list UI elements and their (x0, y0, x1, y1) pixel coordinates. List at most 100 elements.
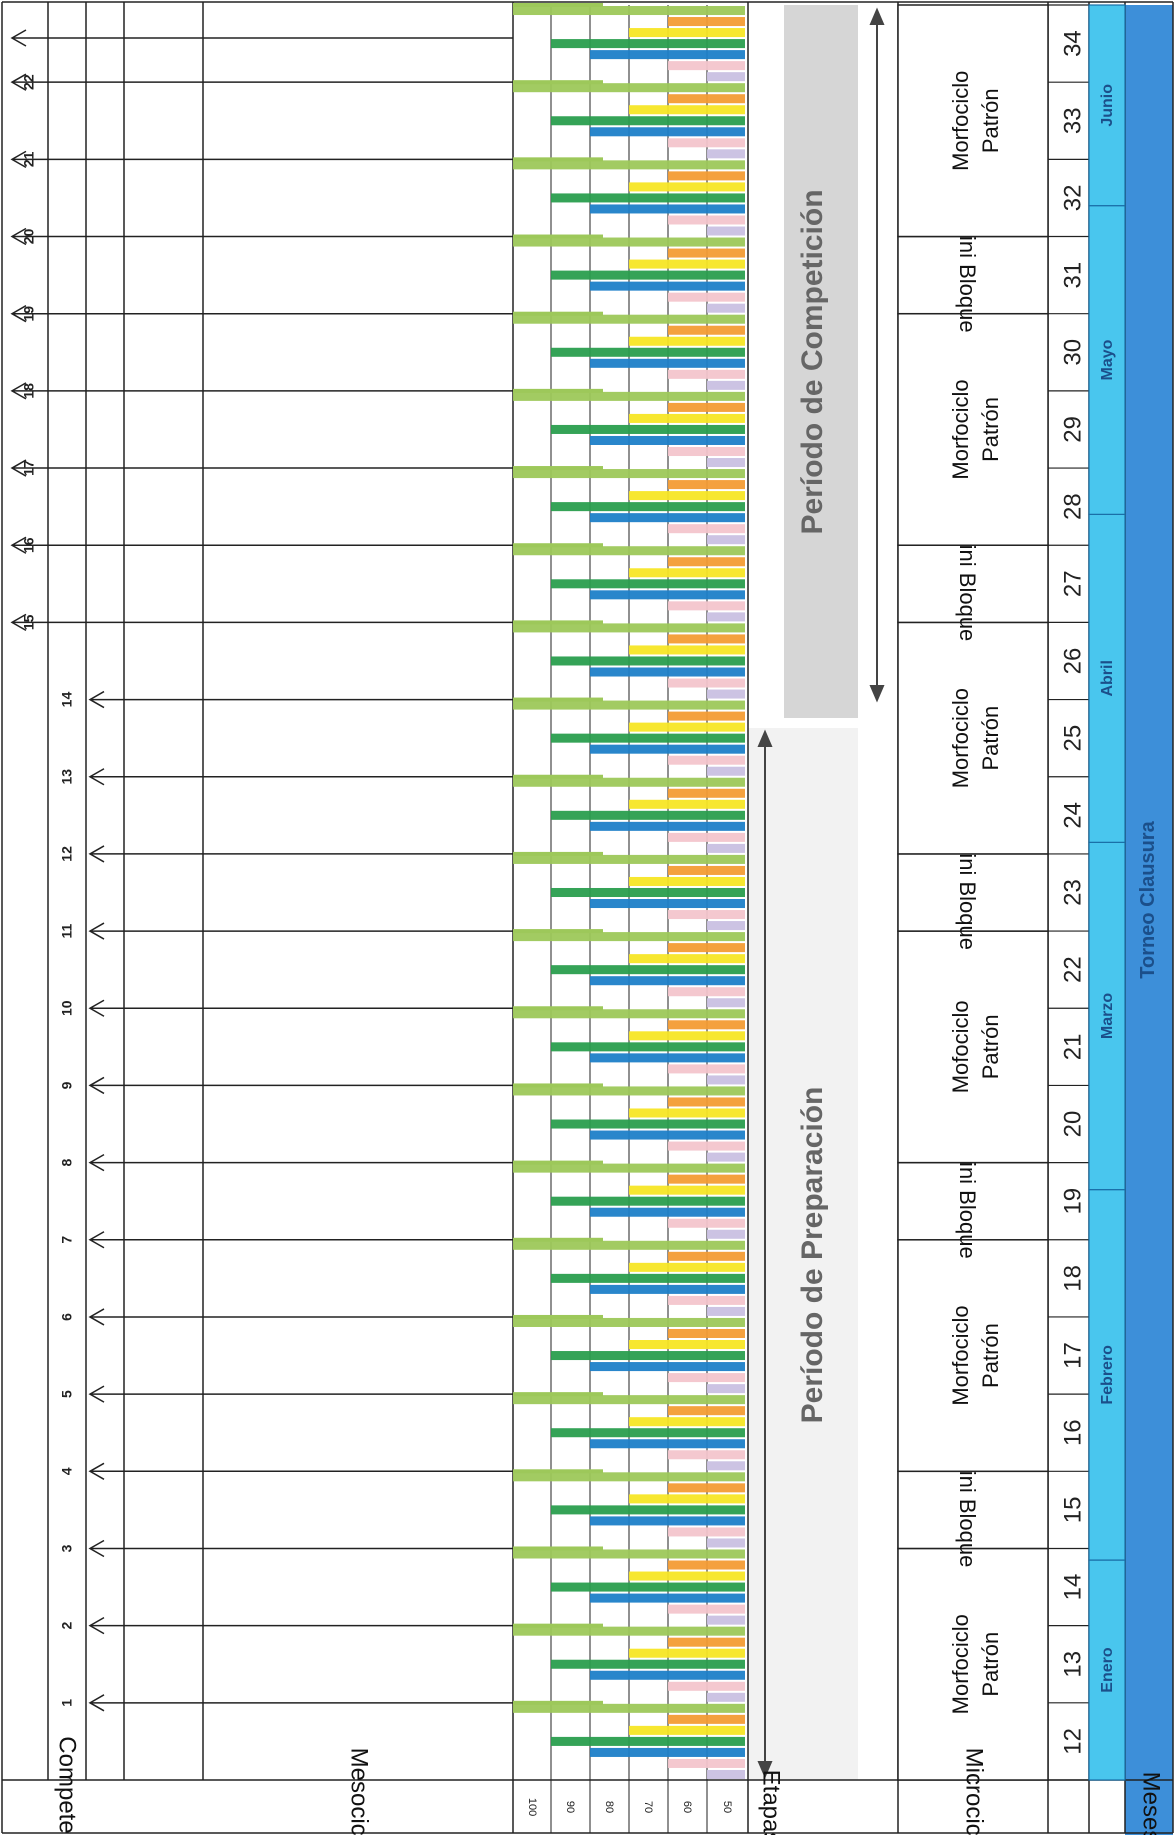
intensity-bar (590, 1362, 745, 1372)
competition-arrow (869, 7, 885, 703)
intensity-marker (513, 1546, 603, 1551)
intensity-bar (668, 1604, 745, 1614)
competition-15: 15 (10, 613, 513, 632)
intensity-week-17 (513, 1314, 745, 1394)
competition-3: 3 (59, 1539, 513, 1558)
intensity-bar (551, 39, 745, 49)
microcycle-number: 29 (1059, 416, 1086, 443)
mesocycle-label: Morfociclo (948, 1614, 973, 1714)
intensity-bar (513, 237, 745, 247)
mesocycle-block-8: Mini Bloque (897, 526, 1049, 641)
intensity-bar (629, 1417, 745, 1427)
intensity-marker (513, 1392, 603, 1397)
microcycle-number: 23 (1059, 879, 1086, 906)
intensity-bar (668, 1295, 745, 1305)
intensity-bar (707, 380, 745, 390)
intensity-bar (590, 1747, 745, 1757)
intensity-marker (513, 929, 603, 934)
intensity-bar (629, 28, 745, 38)
intensity-label: 80 (603, 1801, 615, 1813)
intensity-bar (668, 788, 745, 798)
intensity-week-13 (513, 1623, 745, 1702)
mesocycle-label: Morfociclo (948, 71, 973, 171)
intensity-bar (707, 998, 745, 1008)
intensity-bar (590, 1053, 745, 1063)
intensity-bar (551, 965, 745, 975)
label-competencia: Competencia (54, 1736, 81, 1835)
intensity-bar (513, 469, 745, 479)
microcycle-number: 33 (1059, 107, 1086, 134)
intensity-bar (551, 1428, 745, 1438)
competition-2: 2 (59, 1617, 513, 1635)
intensity-bar (590, 1593, 745, 1603)
intensity-bar (668, 1373, 745, 1383)
season-band (1125, 5, 1173, 1835)
competition-13: 13 (59, 768, 513, 786)
intensity-bar (668, 943, 745, 953)
month-label: Junio (1099, 84, 1116, 127)
intensity-bar (590, 204, 745, 214)
intensity-bar (513, 1086, 745, 1096)
intensity-bar (551, 656, 745, 666)
intensity-bar (707, 535, 745, 545)
intensity-bar (590, 50, 745, 60)
intensity-bar (668, 402, 745, 412)
competition-1: 1 (59, 1694, 513, 1712)
intensity-bar (590, 744, 745, 754)
intensity-week-28 (513, 466, 745, 545)
intensity-bar (513, 546, 745, 556)
intensity-marker (513, 311, 603, 316)
intensity-bar (668, 215, 745, 225)
intensity-bar (707, 1384, 745, 1394)
intensity-bar (707, 1769, 745, 1779)
intensity-marker (513, 1700, 603, 1705)
intensity-bar (707, 1075, 745, 1085)
intensity-bar (707, 303, 745, 313)
month-label: Febrero (1099, 1345, 1116, 1405)
month-cell-febrero: Febrero (1088, 1189, 1126, 1561)
intensity-bar (707, 1461, 745, 1471)
microcycle-number: 18 (1059, 1265, 1086, 1292)
intensity-bar (629, 1494, 745, 1504)
microcycle-number: 28 (1059, 493, 1086, 520)
intensity-bar (513, 83, 745, 93)
intensity-bar (513, 1009, 745, 1019)
intensity-label: 90 (564, 1801, 576, 1813)
intensity-bar (513, 1240, 745, 1250)
microcycle-number: 32 (1059, 185, 1086, 212)
intensity-bar (707, 72, 745, 82)
intensity-bar (629, 568, 745, 578)
intensity-marker (513, 466, 603, 471)
intensity-bar (668, 1020, 745, 1030)
competition-5: 5 (59, 1385, 513, 1403)
intensity-bar (629, 1571, 745, 1581)
competition-number: 2 (59, 1622, 75, 1630)
competition-21: 21 (10, 150, 513, 168)
intensity-bar (668, 601, 745, 611)
intensity-bar (629, 876, 745, 886)
mesocycle-sublabel: Patrón (978, 1632, 1003, 1697)
intensity-bar (668, 171, 745, 181)
microcycle-number: 34 (1059, 30, 1086, 57)
intensity-bar (551, 1736, 745, 1746)
competition-number: 21 (21, 151, 37, 167)
competition-number: 12 (59, 846, 75, 862)
competition-number: 4 (59, 1467, 75, 1475)
intensity-bar (590, 281, 745, 291)
mesocycle-label: Mofociclo (948, 1000, 973, 1093)
intensity-bar (668, 1714, 745, 1724)
microcycle-number: 21 (1059, 1033, 1086, 1060)
intensity-marker (513, 388, 603, 393)
intensity-bar (668, 248, 745, 258)
preparation-period-label: Período de Preparación (796, 1087, 829, 1424)
intensity-bar (668, 1758, 745, 1768)
intensity-label: 100 (526, 1798, 538, 1816)
intensity-bar (551, 1042, 745, 1052)
intensity-bar (668, 1637, 745, 1647)
intensity-bar (707, 226, 745, 236)
intensity-bar (668, 755, 745, 765)
